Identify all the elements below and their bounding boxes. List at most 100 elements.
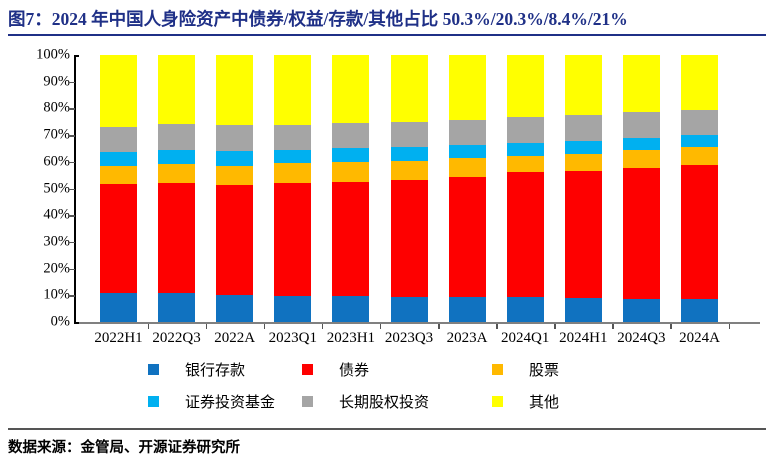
bar-segment[interactable] — [158, 150, 196, 164]
bar-column[interactable] — [216, 55, 254, 322]
bar-segment[interactable] — [216, 151, 254, 166]
bar-segment[interactable] — [274, 124, 312, 150]
bar-column[interactable] — [332, 55, 370, 322]
x-tick-label: 2022A — [214, 330, 256, 346]
bar-segment[interactable] — [564, 170, 602, 298]
bar-column[interactable] — [506, 55, 544, 322]
bar-segment[interactable] — [216, 184, 254, 295]
bar-segment[interactable] — [448, 145, 486, 159]
bar-segment[interactable] — [681, 165, 718, 300]
bar-segment[interactable] — [158, 293, 196, 322]
bar-segment[interactable] — [681, 147, 718, 166]
legend-item[interactable]: 股票 — [492, 358, 559, 380]
bar-segment[interactable] — [390, 147, 428, 161]
y-tick-label: 70% — [43, 126, 70, 143]
bar-segment[interactable] — [622, 137, 660, 150]
bar-segment[interactable] — [506, 55, 544, 117]
bar-segment[interactable] — [332, 55, 370, 123]
bar-segment[interactable] — [216, 294, 254, 322]
bar-segment[interactable] — [332, 182, 370, 296]
bar-segment[interactable] — [100, 55, 137, 128]
bar-column[interactable] — [158, 55, 196, 322]
bar-segment[interactable] — [390, 55, 428, 123]
legend-item[interactable]: 债券 — [302, 358, 369, 380]
bar-column[interactable] — [622, 55, 660, 322]
x-tick-mark — [612, 324, 614, 329]
x-tick-label: 2024H1 — [559, 330, 608, 346]
y-axis-labels: 0% 10% 20% 30% 40% 50% 60% 70% 80% 90% 100% — [8, 42, 70, 330]
bar-segment[interactable] — [506, 116, 544, 143]
bar-segment[interactable] — [681, 299, 718, 322]
bar-segment[interactable] — [506, 155, 544, 173]
bar-segment[interactable] — [390, 160, 428, 180]
bar-segment[interactable] — [564, 141, 602, 154]
bar-segment[interactable] — [274, 149, 312, 163]
bar-segment[interactable] — [390, 122, 428, 148]
bar-column[interactable] — [681, 55, 718, 322]
legend-item[interactable]: 长期股权投资 — [302, 390, 429, 412]
bar-segment[interactable] — [158, 163, 196, 184]
bar-segment[interactable] — [506, 297, 544, 322]
bar-segment[interactable] — [332, 148, 370, 163]
bar-segment[interactable] — [506, 172, 544, 298]
figure-title-block: 图7：2024 年中国人身险资产中债券/权益/存款/其他占比 50.3%/20.… — [8, 6, 766, 38]
bar-segment[interactable] — [448, 119, 486, 145]
bar-segment[interactable] — [274, 183, 312, 296]
legend-label: 股票 — [529, 360, 560, 379]
bar-segment[interactable] — [622, 149, 660, 169]
legend-item[interactable]: 证券投资基金 — [148, 390, 275, 412]
bar-segment[interactable] — [564, 153, 602, 171]
y-axis-cap — [74, 322, 79, 324]
bar-segment[interactable] — [100, 183, 137, 293]
bar-segment[interactable] — [332, 162, 370, 183]
bar-segment[interactable] — [158, 183, 196, 294]
bar-segment[interactable] — [332, 122, 370, 149]
bar-segment[interactable] — [448, 158, 486, 178]
bar-segment[interactable] — [564, 297, 602, 322]
bar-segment[interactable] — [274, 55, 312, 125]
legend-item[interactable]: 其他 — [492, 390, 559, 412]
bar-column[interactable] — [100, 55, 137, 322]
bar-segment[interactable] — [564, 114, 602, 142]
bar-segment[interactable] — [448, 177, 486, 298]
bar-segment[interactable] — [216, 165, 254, 185]
bar-segment[interactable] — [216, 124, 254, 152]
bar-column[interactable] — [564, 55, 602, 322]
bar-segment[interactable] — [681, 110, 718, 136]
y-tick-label: 40% — [43, 206, 70, 223]
bar-segment[interactable] — [158, 124, 196, 151]
bar-column[interactable] — [274, 55, 312, 322]
bar-segment[interactable] — [681, 55, 718, 111]
x-tick-mark — [554, 324, 556, 329]
bar-segment[interactable] — [622, 111, 660, 138]
y-tick-mark — [69, 268, 75, 271]
bar-segment[interactable] — [681, 135, 718, 148]
legend-swatch-icon — [492, 363, 503, 375]
x-axis-labels: 2022H1 2022Q3 2022A 2023Q1 2023H1 2023Q3 2023A… — [0, 330, 774, 354]
bar-column[interactable] — [448, 55, 486, 322]
bar-segment[interactable] — [564, 55, 602, 115]
bar-segment[interactable] — [390, 179, 428, 297]
bar-segment[interactable] — [100, 127, 137, 152]
bar-segment[interactable] — [274, 162, 312, 184]
y-tick-mark — [69, 161, 75, 164]
bar-segment[interactable] — [448, 55, 486, 120]
bar-segment[interactable] — [622, 298, 660, 322]
bar-segment[interactable] — [216, 55, 254, 125]
bar-segment[interactable] — [448, 297, 486, 322]
bar-segment[interactable] — [274, 295, 312, 322]
bar-segment[interactable] — [506, 142, 544, 156]
bar-segment[interactable] — [100, 166, 137, 184]
bar-segment[interactable] — [390, 296, 428, 322]
bar-segment[interactable] — [158, 55, 196, 125]
bar-column[interactable] — [390, 55, 428, 322]
x-tick-label: 2023Q3 — [384, 330, 434, 346]
bar-segment[interactable] — [100, 292, 137, 322]
y-tick-label: 10% — [43, 286, 70, 303]
bar-segment[interactable] — [332, 295, 370, 322]
legend-item[interactable]: 银行存款 — [148, 358, 245, 380]
bar-segment[interactable] — [622, 168, 660, 299]
bar-segment[interactable] — [100, 151, 137, 167]
x-tick-label: 2024Q1 — [501, 330, 550, 346]
bar-segment[interactable] — [622, 55, 660, 112]
